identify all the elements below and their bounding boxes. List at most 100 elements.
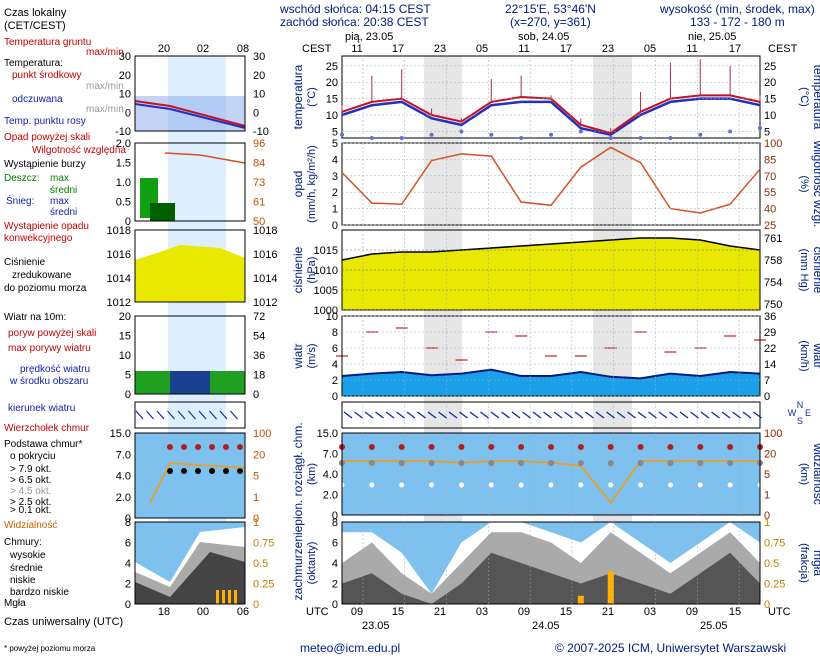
temp-ylabel-left2: (°C): [306, 87, 318, 107]
legend-frame-pressure: [134, 229, 246, 303]
precip-tick-2: 3: [332, 171, 338, 183]
cloud-top-13: [727, 444, 734, 450]
legend-precip-tick-3: 0.5: [116, 197, 131, 209]
visibility-tick-3: 1: [764, 490, 770, 502]
temp-felt-line: [341, 97, 761, 137]
utc-tick-4: 09: [518, 606, 530, 618]
legend-temp-tick-1: 20: [119, 70, 131, 82]
grid-text: (x=270, y=361): [510, 15, 591, 29]
fog-tick-2: 0.5: [764, 558, 779, 570]
clouds-tick-2: 4.0: [323, 469, 338, 481]
legend-press-3: do poziomu morza: [4, 283, 87, 294]
legend-precip-tick-4: 0: [125, 216, 131, 228]
wind-kmh-tick-0: 36: [764, 311, 776, 323]
legend-humidity: Wilgotność względna: [32, 145, 126, 156]
legend-wind-rtick-1: 54: [253, 331, 265, 343]
legend-rain-mean-bar: [150, 203, 175, 221]
sunrise-text: wschód słońca: 04:15 CEST: [279, 2, 431, 16]
clouds-ylabel-left2: (km): [306, 463, 318, 485]
wind-arrow-38: [742, 411, 752, 419]
legend-cover-labels: Chmury: wysokie średnie niskie bardzo ni…: [4, 537, 69, 609]
legend-o01: > 0.1 okt.: [10, 505, 51, 516]
legend-snow: Śnieg:: [6, 194, 34, 207]
local-tick-6: 23: [602, 43, 614, 55]
main-frame-cover: [341, 521, 761, 605]
footer-note: * powyżej poziomu morza: [4, 644, 96, 653]
sunset-text: zachód słońca: 20:38 CEST: [280, 15, 429, 29]
legend-midcloud: średnie: [10, 563, 43, 574]
legend-speed2: w środku obszaru: [9, 376, 88, 387]
fog-tick-4: 0: [764, 599, 770, 611]
wind-arrow-27: [627, 411, 636, 419]
cloud-low-7: [548, 482, 554, 488]
footer-copyright: © 2007-2025 ICM, Uniwersytet Warszawski: [555, 641, 786, 655]
legend-fog-bar-2: [228, 590, 231, 604]
cloud-low-9: [608, 482, 614, 488]
legend-pressure-area: [135, 245, 245, 302]
precip-ylabel-right: wilgotność wzgl.: [811, 140, 820, 228]
cest-label-left: CEST: [302, 43, 332, 55]
legend-precip-tick-0: 2.0: [116, 138, 131, 150]
legend-mid: punkt środkowy: [12, 70, 81, 81]
bottom-day-1: 23.05: [362, 620, 390, 632]
visibility-tick-0: 100: [764, 428, 782, 440]
legend-cloud-base-4: [223, 468, 229, 474]
cloud-top-8: [577, 444, 584, 450]
legend-precip-rtick-2: 73: [253, 177, 265, 189]
legend-top-tick-0: 20: [158, 43, 170, 55]
cloud-base-12: [697, 460, 704, 466]
wind-tick-0: 10: [326, 311, 338, 323]
legend-maxmin: max/min: [86, 81, 124, 92]
wind-arrow-5: [396, 411, 405, 419]
wind-arrow-29: [648, 411, 657, 419]
footer-email[interactable]: meteo@icm.edu.pl: [300, 641, 400, 655]
bottom-day-2: 24.05: [532, 620, 560, 632]
legend-clouds-tick-1: 7.0: [116, 449, 131, 461]
legend-cloud-top-3: [209, 444, 215, 450]
legend-wind-tick-3: 5: [125, 370, 131, 382]
legend-top-tick-2: 08: [237, 43, 249, 55]
wind-kmh-tick-3: 14: [764, 359, 776, 371]
wind-arrow-25: [606, 411, 615, 419]
legend-temp-tick-4: -10: [115, 126, 131, 138]
utc-tick-5: 15: [560, 606, 572, 618]
cover-ylabel-right: mgła: [811, 550, 820, 576]
legend-wind-arrow-0: [135, 410, 144, 420]
wind-arrow-33: [690, 411, 699, 419]
wind-tick-1: 8: [332, 327, 338, 339]
legend-cloud-top-2: [195, 444, 201, 450]
pressure-line: [341, 237, 761, 261]
utc-time-ticks: 09 15 21 03 09 15 21 03 09 15 18 00 06: [158, 606, 741, 618]
local-tick-5: 17: [560, 43, 572, 55]
temp-tick-l-3: 10: [326, 110, 338, 122]
legend-pressure-tick-0: 1018: [107, 225, 131, 237]
precip-tick-3: 2: [332, 187, 338, 199]
utc-label-left: UTC: [306, 606, 329, 618]
precip-ylabel-right2: (%): [798, 175, 810, 192]
temp-dew-point-7: [549, 132, 553, 137]
clouds-tick-0: 15.0: [317, 428, 338, 440]
wind-tick-4: 2: [332, 375, 338, 387]
temp-ylabel-right: temperatura: [811, 65, 820, 130]
legend-wind-tick-0: 20: [119, 311, 131, 323]
local-tick-8: 11: [686, 43, 697, 55]
legend-wind-rtick-3: 18: [253, 370, 265, 382]
legend-gust-above: poryw powyżej skali: [8, 328, 96, 339]
wind-arrow-13: [480, 411, 489, 419]
cloud-low-2: [399, 482, 405, 488]
cloud-base-6: [518, 460, 525, 466]
legend-wind-rtick-0: 72: [253, 311, 265, 323]
legend-visibility-line: [149, 462, 246, 504]
humidity-line: [341, 146, 761, 214]
legend-cover-tick-3: 2: [125, 579, 131, 591]
legend-o45: > 4.5 okt.: [10, 486, 51, 497]
wind-arrow-32: [679, 411, 689, 419]
cover-tick-2: 4: [332, 558, 338, 570]
temp-tick-l-4: 5: [332, 126, 338, 138]
cloud-low-11: [667, 482, 673, 488]
legend-pressure-tick-1: 1016: [107, 249, 131, 261]
wind-arrow-37: [732, 411, 741, 419]
legend-high: wysokie: [9, 550, 46, 561]
temp-dew-point-10: [638, 136, 643, 140]
local-tick-7: 05: [644, 43, 656, 55]
